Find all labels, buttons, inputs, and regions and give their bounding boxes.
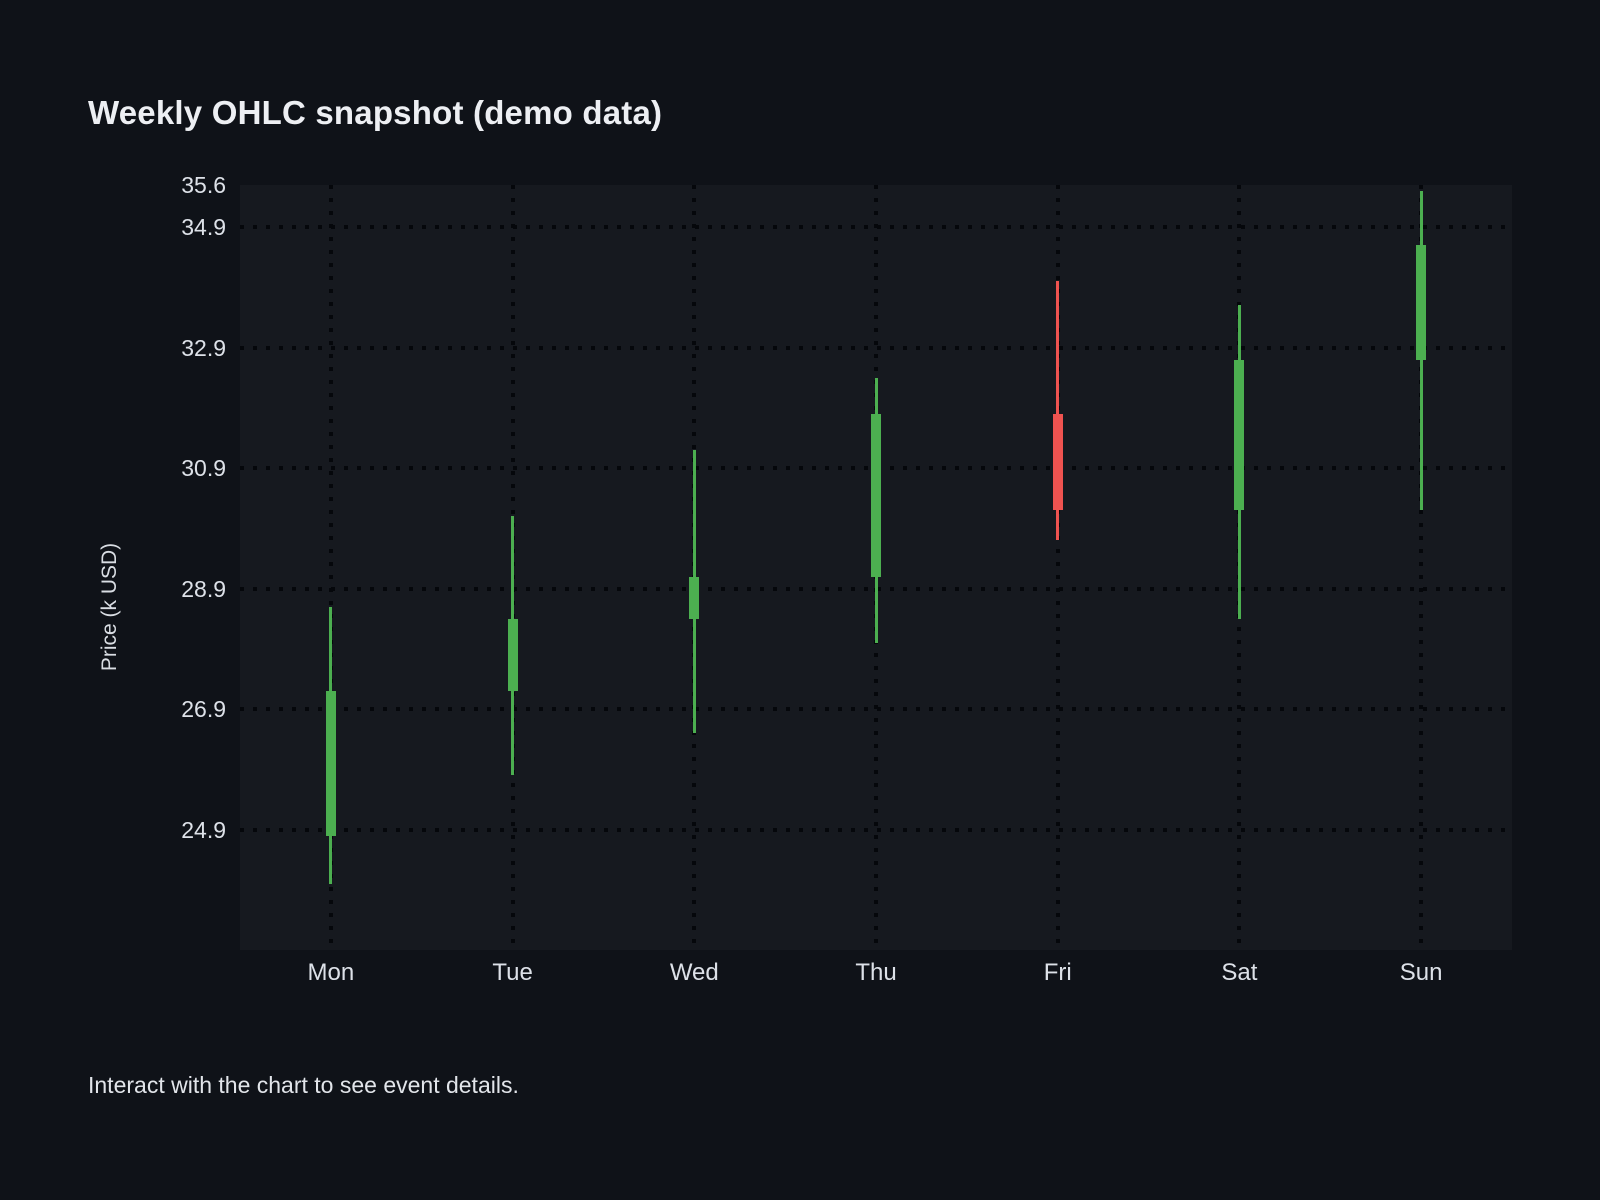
candle-wick-fri[interactable] — [1056, 281, 1060, 541]
v-gridline-sun — [1419, 185, 1424, 950]
y-tick-label-24.9: 24.9 — [181, 816, 226, 843]
candle-body-mon[interactable] — [325, 690, 336, 836]
x-tick-label-thu: Thu — [855, 959, 897, 986]
candle-body-sun[interactable] — [1416, 245, 1427, 360]
y-tick-label-35.6: 35.6 — [181, 172, 226, 198]
x-tick-label-wed: Wed — [669, 959, 719, 986]
plot-area[interactable] — [240, 185, 1512, 950]
v-gridline-mon — [328, 185, 333, 950]
x-tick-label-fri: Fri — [1043, 959, 1072, 986]
y-tick-label-34.9: 34.9 — [181, 214, 226, 241]
y-tick-label-30.9: 30.9 — [181, 455, 226, 482]
x-tick-label-tue: Tue — [492, 959, 533, 986]
v-gridline-fri — [1055, 185, 1060, 950]
candle-body-fri[interactable] — [1052, 413, 1063, 511]
candle-body-sat[interactable] — [1234, 359, 1245, 511]
y-tick-label-26.9: 26.9 — [181, 696, 226, 723]
candle-body-tue[interactable] — [507, 618, 518, 691]
y-tick-label-32.9: 32.9 — [181, 334, 226, 361]
caption: Interact with the chart to see event det… — [88, 1072, 519, 1098]
candle-body-thu[interactable] — [871, 413, 881, 577]
x-tick-label-sat: Sat — [1221, 959, 1258, 986]
candle-body-wed[interactable] — [689, 576, 700, 619]
y-axis-title: Price (k USD) — [98, 542, 121, 672]
x-tick-label-sun: Sun — [1399, 959, 1443, 986]
y-tick-label-28.9: 28.9 — [181, 575, 226, 602]
x-tick-label-mon: Mon — [307, 959, 355, 986]
chart-title: Weekly OHLC snapshot (demo data) — [88, 94, 663, 131]
